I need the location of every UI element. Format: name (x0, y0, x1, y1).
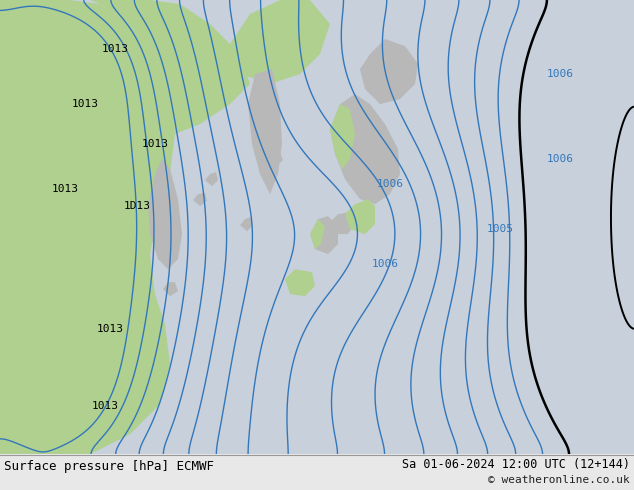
Text: 1013: 1013 (101, 44, 129, 54)
Polygon shape (270, 152, 283, 166)
Polygon shape (330, 104, 355, 169)
Text: 1013: 1013 (141, 139, 169, 149)
Text: © weatheronline.co.uk: © weatheronline.co.uk (488, 475, 630, 485)
Text: 1D13: 1D13 (124, 201, 150, 211)
Polygon shape (240, 217, 253, 231)
Polygon shape (90, 0, 250, 134)
Text: 1006: 1006 (547, 154, 574, 164)
Polygon shape (230, 0, 330, 84)
Polygon shape (148, 159, 182, 269)
Text: 1006: 1006 (547, 69, 574, 79)
Text: 1013: 1013 (91, 401, 119, 411)
Text: 1013: 1013 (96, 324, 124, 334)
Text: 1006: 1006 (377, 179, 403, 189)
Text: 1013: 1013 (72, 99, 98, 109)
Polygon shape (330, 212, 355, 234)
Polygon shape (285, 269, 315, 296)
Polygon shape (193, 193, 207, 206)
Polygon shape (310, 219, 325, 249)
Polygon shape (310, 216, 338, 254)
Polygon shape (248, 69, 282, 194)
Text: Sa 01-06-2024 12:00 UTC (12+144): Sa 01-06-2024 12:00 UTC (12+144) (402, 458, 630, 471)
Text: Surface pressure [hPa] ECMWF: Surface pressure [hPa] ECMWF (4, 460, 214, 473)
Polygon shape (163, 282, 178, 296)
Polygon shape (345, 199, 375, 234)
Polygon shape (360, 39, 418, 104)
Text: 1005: 1005 (486, 224, 514, 234)
Polygon shape (0, 0, 40, 74)
Polygon shape (0, 0, 175, 454)
Text: 1006: 1006 (372, 259, 399, 269)
Polygon shape (205, 172, 218, 186)
Polygon shape (330, 94, 400, 204)
Text: 1013: 1013 (51, 184, 79, 194)
